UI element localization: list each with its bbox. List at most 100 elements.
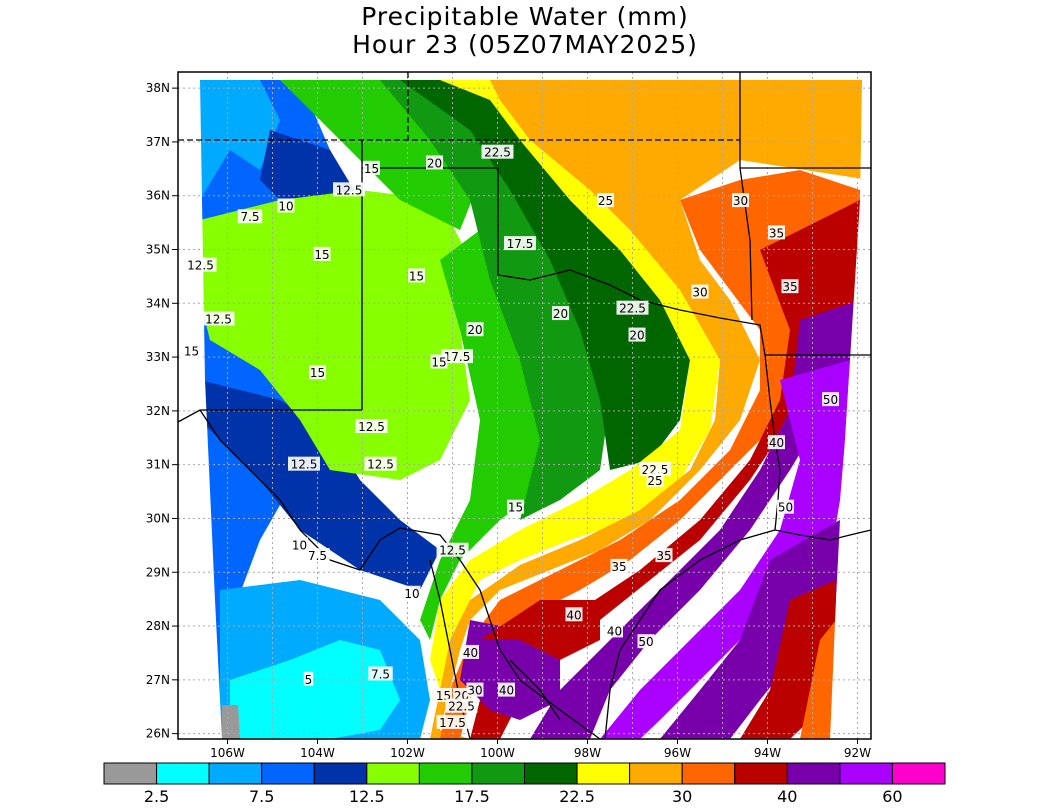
contour-label: 15 [314, 248, 329, 262]
contour-label: 40 [566, 608, 581, 622]
band-yellow [430, 80, 720, 690]
contour-label: 10 [292, 538, 307, 552]
contour-label-box [303, 671, 314, 686]
contour-label: 7.5 [371, 667, 390, 681]
colorbar-swatch [208, 762, 263, 785]
colorbar-label: 22.5 [559, 787, 595, 806]
lat-tick-label: 36N [146, 189, 170, 203]
colorbar-label: 2.5 [144, 787, 169, 806]
contour-label-box [313, 246, 331, 261]
coastline-la [774, 529, 872, 541]
contour-label-box [363, 160, 380, 175]
mexico-state-border-2 [509, 659, 561, 721]
lat-tick-label: 38N [146, 81, 170, 95]
lat-tick-label: 34N [146, 296, 170, 310]
contour-label-box [481, 144, 514, 159]
contour-label-box [466, 682, 484, 697]
longitude-labels: 106W 104W 102W 100W 98W 96W 94W 92W [210, 739, 871, 760]
band-lightblue-nw [180, 80, 280, 200]
contour-label: 5 [305, 673, 313, 687]
contour-label: 15 [431, 355, 446, 369]
lon-tick-label: 94W [754, 746, 781, 760]
contour-label: 50 [823, 393, 838, 407]
colorbar-swatch [734, 762, 788, 785]
contour-label: 22.5 [619, 302, 646, 316]
lat-tick-label: 27N [146, 673, 170, 687]
contour-label: 17.5 [444, 350, 471, 364]
contour-label: 22.5 [448, 700, 475, 714]
contour-label-box [777, 499, 794, 514]
contour-label-box [408, 268, 425, 283]
colorbar-boxes [103, 762, 946, 785]
colorbar-swatch [103, 762, 158, 785]
lon-tick-label: 96W [664, 746, 691, 760]
colorbar-swatch [681, 762, 736, 785]
contour-label: 25 [647, 474, 662, 488]
mexico-internal-border [429, 559, 471, 740]
band-orange [430, 80, 870, 739]
contour-label: 20 [629, 329, 644, 343]
contour-label-box [183, 343, 200, 358]
contour-label-box [639, 462, 671, 477]
colorbar-swatch [366, 762, 420, 785]
contour-label-box [277, 198, 295, 213]
contour-label: 12.5 [439, 544, 466, 558]
contour-label: 12.5 [358, 420, 385, 434]
contour-label: 15 [409, 269, 424, 283]
contour-label: 20 [427, 156, 442, 170]
lon-tick-label: 92W [844, 746, 871, 760]
contour-label-box [504, 236, 536, 251]
contour-label: 40 [499, 684, 514, 698]
contour-label: 20 [553, 307, 568, 321]
contour-label-box [637, 634, 655, 649]
contour-label: 12.5 [336, 183, 363, 197]
contour-label-box [462, 644, 479, 659]
map-title-line2: Hour 23 (05Z07MAY2025) [352, 30, 698, 59]
contour-label-box [426, 155, 443, 170]
band-darkorange [440, 170, 860, 739]
contour-label-box [822, 392, 839, 407]
contour-label: 15 [310, 366, 325, 380]
lat-tick-label: 29N [146, 565, 170, 579]
map-title-line1: Precipitable Water (mm) [361, 2, 689, 31]
colorbar-label: 30 [672, 787, 692, 806]
contour-label-box [445, 698, 478, 713]
contour-label-box [237, 209, 263, 224]
lat-tick-label: 30N [146, 511, 170, 525]
lon-tick-label: 102W [390, 746, 425, 760]
contour-label-box [646, 472, 664, 487]
contour-label: 12.5 [187, 259, 214, 273]
lat-tick-label: 32N [146, 404, 170, 418]
band-gray-sw [222, 705, 240, 739]
contour-label: 17.5 [439, 716, 466, 730]
contour-label-box [333, 182, 365, 197]
contour-label: 30 [692, 286, 707, 300]
lat-tick-label: 28N [146, 619, 170, 633]
lon-tick-label: 100W [480, 746, 515, 760]
colorbar-swatch [156, 762, 210, 785]
contour-label-box [616, 300, 649, 315]
contour-label-box [364, 456, 397, 471]
contour-label-box [291, 537, 308, 552]
state-border-tx-panhandle [362, 167, 766, 356]
contour-label: 20 [467, 323, 482, 337]
colorbar-label: 12.5 [349, 787, 385, 806]
band-cyan-sw [230, 640, 400, 739]
contour-label-box [441, 349, 473, 364]
contour-label-box [565, 607, 583, 622]
no-data-east [830, 80, 871, 739]
contour-label: 17.5 [507, 237, 534, 251]
contour-label-box [436, 714, 469, 729]
contour-label-box [498, 682, 515, 697]
contour-label: 10 [404, 587, 419, 601]
contour-label-box [597, 193, 614, 208]
contour-label: 30 [733, 194, 748, 208]
contour-label: 22.5 [484, 146, 511, 160]
contour-label-box [606, 623, 623, 638]
contour-label-box [430, 354, 448, 369]
contour-label-box [305, 548, 330, 563]
colorbar-swatch [261, 762, 315, 785]
lat-tick-label: 37N [146, 135, 170, 149]
colorbar-swatch [524, 762, 578, 785]
map-frame [177, 71, 872, 740]
